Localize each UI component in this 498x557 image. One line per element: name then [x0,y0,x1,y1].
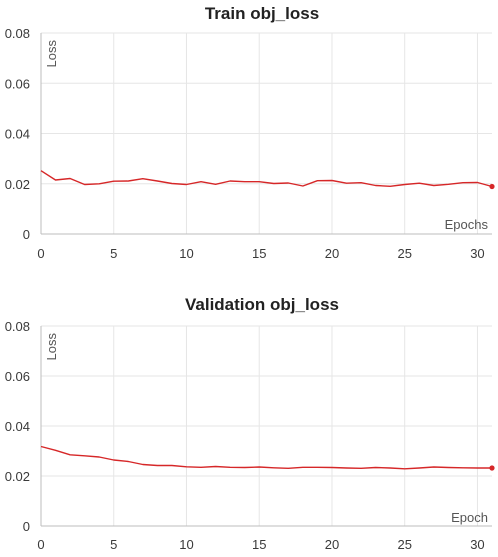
validation-y-axis-label: Loss [44,333,59,361]
train-y-tick-label: 0.02 [5,177,30,192]
train-y-tick-label: 0.06 [5,76,30,91]
validation-data-point [489,465,495,471]
validation-y-tick-label: 0.08 [5,319,30,334]
train-obj-loss-chart: Train obj_loss 0 0.02 0.04 0.06 0.08 0 5 10 15 20 2… [0,0,498,278]
validation-y-tick-label: 0 [23,519,30,534]
train-x-axis-label: Epochs [445,217,489,232]
validation-x-tick-label: 0 [37,537,44,552]
validation-y-tick-label: 0.06 [5,369,30,384]
train-y-tick-label: 0.04 [5,127,30,142]
validation-x-tick-label: 5 [110,537,117,552]
train-x-tick-label: 20 [325,246,339,261]
validation-y-tick-label: 0.04 [5,419,30,434]
train-x-tick-label: 30 [470,246,484,261]
validation-x-axis-label: Epoch [451,510,488,525]
train-y-axis-label: Loss [44,40,59,68]
validation-series-line [40,445,492,470]
validation-x-tick-label: 30 [470,537,484,552]
validation-x-tick-label: 10 [179,537,193,552]
train-x-tick-label: 25 [397,246,411,261]
validation-x-tick-label: 20 [325,537,339,552]
train-y-tick-label: 0 [23,227,30,242]
validation-chart-title: Validation obj_loss [185,295,339,314]
train-obj-loss-svg: Train obj_loss 0 0.02 0.04 0.06 0.08 0 5 10 15 20 2… [5,4,495,261]
train-x-tick-label: 10 [179,246,193,261]
train-series-line [40,170,493,188]
train-chart-title: Train obj_loss [205,4,319,23]
train-y-tick-label: 0.08 [5,26,30,41]
validation-x-tick-label: 25 [397,537,411,552]
validation-y-tick-label: 0.02 [5,469,30,484]
validation-x-tick-label: 15 [252,537,266,552]
train-x-tick-label: 15 [252,246,266,261]
train-data-point [489,183,495,190]
validation-obj-loss-chart: Validation obj_loss 0 0.02 0.04 0.06 0.08 0 5 10… [0,278,498,557]
validation-obj-loss-svg: Validation obj_loss 0 0.02 0.04 0.06 0.08 0 5 10… [5,295,495,552]
train-x-tick-label: 5 [110,246,117,261]
train-x-tick-label: 0 [37,246,44,261]
